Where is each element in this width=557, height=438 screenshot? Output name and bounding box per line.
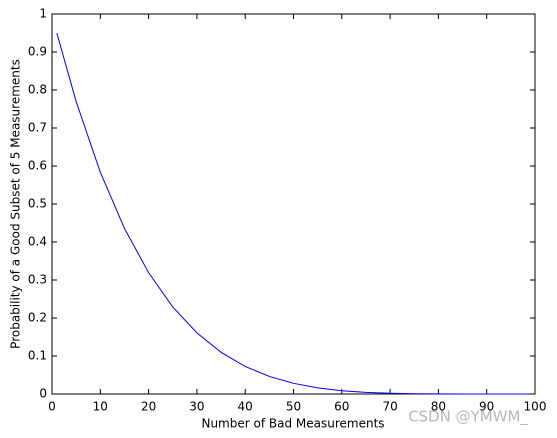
x-tick-label: 0 xyxy=(48,400,56,414)
y-tick-label: 0 xyxy=(39,387,47,401)
y-tick-label: 0.4 xyxy=(28,235,47,249)
x-tick-label: 40 xyxy=(238,400,253,414)
x-tick-label: 60 xyxy=(334,400,349,414)
x-tick-label: 70 xyxy=(382,400,397,414)
y-axis-label: Probability of a Good Subset of 5 Measur… xyxy=(9,59,23,349)
x-tick-label: 10 xyxy=(93,400,108,414)
x-tick-label: 100 xyxy=(524,400,547,414)
y-tick-label: 0.8 xyxy=(28,83,47,97)
x-tick-label: 20 xyxy=(141,400,156,414)
y-tick-label: 0.6 xyxy=(28,159,47,173)
line xyxy=(56,32,531,395)
x-tick-label: 50 xyxy=(286,400,301,414)
x-tick-label: 80 xyxy=(431,400,446,414)
y-tick-label: 0.7 xyxy=(28,121,47,135)
x-tick-label: 90 xyxy=(479,400,494,414)
watermark: CSDN @YMWM_ xyxy=(408,408,528,427)
x-tick-label: 30 xyxy=(189,400,204,414)
y-tick-label: 0.2 xyxy=(28,311,47,325)
x-axis-label: Number of Bad Measurements xyxy=(201,417,384,431)
y-tick-label: 0.3 xyxy=(28,273,47,287)
y-tick-label: 0.5 xyxy=(28,197,47,211)
y-tick-label: 0.1 xyxy=(28,349,47,363)
plot-frame xyxy=(51,13,536,395)
y-tick-label: 0.9 xyxy=(28,45,47,59)
y-tick-label: 1 xyxy=(39,7,47,21)
